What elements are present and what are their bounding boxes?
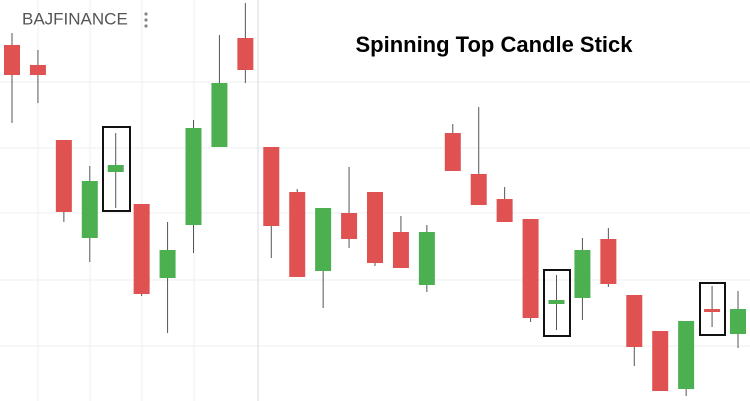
highlight-box [102, 126, 131, 212]
candle-body [159, 250, 176, 278]
candles [4, 3, 746, 396]
candle-body [470, 174, 487, 205]
candle-body [444, 133, 461, 171]
candle-body [211, 83, 228, 147]
candle-body [315, 208, 332, 271]
candle-body [237, 38, 254, 70]
candle-body [263, 147, 280, 226]
candle-body [55, 140, 72, 212]
candle-body [133, 204, 150, 294]
candle-body [418, 232, 435, 285]
menu-icon[interactable] [144, 12, 148, 28]
candle-body [678, 321, 695, 389]
candle-body [29, 65, 46, 75]
candle-body [367, 192, 383, 263]
symbol: BAJFINANCE [22, 9, 128, 28]
candle-body [548, 300, 565, 304]
highlight-box [699, 282, 726, 336]
candle-body [496, 199, 513, 222]
candle-body [289, 192, 306, 277]
candle-body [81, 181, 98, 238]
chart-title: Spinning Top Candle Stick [355, 32, 633, 57]
highlight-box [543, 269, 571, 337]
candle-body [4, 45, 20, 75]
candle-body [185, 128, 202, 225]
candle-body [626, 295, 643, 347]
candle-body [341, 213, 358, 239]
highlight-boxes [102, 126, 726, 337]
candle-body [522, 219, 539, 318]
candle-body [704, 309, 721, 312]
candle-body [392, 232, 409, 268]
candle-body [600, 239, 617, 284]
candle-body [730, 309, 746, 334]
candle-body [574, 250, 591, 298]
candle-body [652, 331, 669, 391]
candle-body [107, 165, 124, 172]
